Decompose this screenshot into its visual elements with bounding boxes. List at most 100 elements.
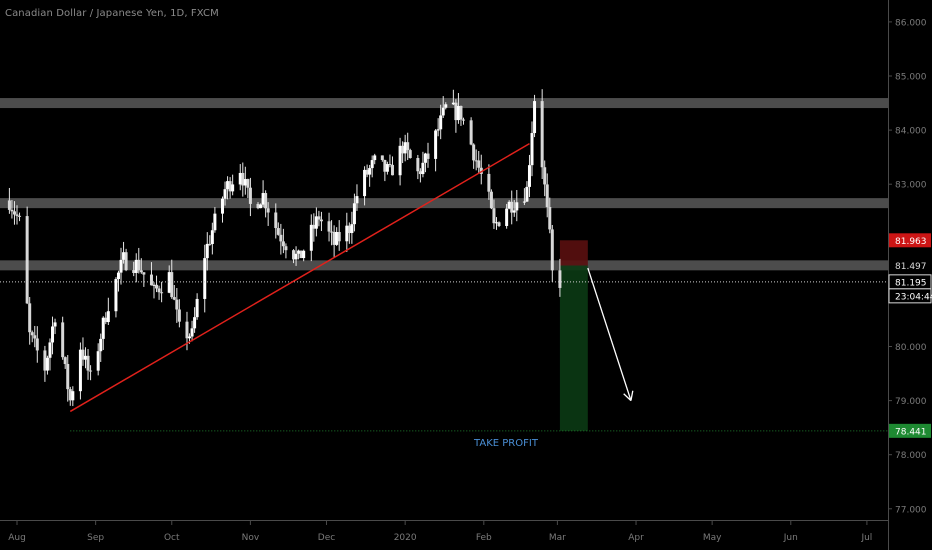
- candle: [205, 232, 209, 271]
- candle: [388, 154, 392, 168]
- candle: [284, 243, 288, 259]
- candle: [492, 199, 496, 230]
- current-price-badge: 81.195: [888, 274, 932, 290]
- candle: [274, 203, 278, 239]
- candle: [434, 129, 438, 172]
- candle: [18, 212, 22, 222]
- resistance-zone[interactable]: [0, 198, 888, 209]
- candle: [423, 152, 427, 173]
- candle: [7, 187, 11, 214]
- entry-badge: 81.497: [889, 258, 931, 273]
- time-axis[interactable]: Aug Sep Oct Nov Dec 2020 Feb Mar Apr May Jun Jul: [8, 520, 872, 543]
- time-tick-label: Jul: [860, 533, 872, 543]
- candle: [456, 93, 460, 124]
- candle: [66, 355, 70, 402]
- candle: [350, 211, 354, 244]
- resistance-zone[interactable]: [0, 260, 888, 271]
- price-tick-label: 78.000: [895, 451, 927, 461]
- candle: [134, 253, 138, 283]
- candle: [119, 247, 123, 285]
- resistance-zone[interactable]: [0, 98, 888, 109]
- candle: [477, 150, 481, 174]
- candle: [167, 265, 171, 294]
- candle: [337, 220, 341, 251]
- candle: [510, 190, 514, 225]
- candle: [451, 89, 455, 106]
- candle: [25, 206, 29, 305]
- candle: [152, 282, 156, 299]
- stop-loss-badge-text: 81.963: [895, 237, 927, 247]
- candle: [319, 211, 323, 232]
- candle: [203, 244, 207, 313]
- candle: [114, 277, 118, 318]
- time-tick-label: 2020: [394, 533, 417, 543]
- candle: [83, 347, 87, 369]
- time-tick-label: Sep: [87, 533, 104, 543]
- plot-area[interactable]: TAKE PROFIT: [0, 89, 888, 449]
- candle: [525, 181, 529, 203]
- candle: [558, 258, 562, 297]
- time-tick-label: Aug: [8, 533, 26, 543]
- candle: [335, 227, 339, 246]
- candle: [193, 307, 197, 333]
- candle: [259, 203, 263, 209]
- price-tick-label: 83.000: [895, 181, 927, 191]
- candle: [330, 220, 334, 246]
- candle: [472, 143, 476, 169]
- candle: [28, 297, 32, 345]
- candle: [124, 248, 128, 272]
- candle: [276, 222, 280, 236]
- candle: [543, 160, 547, 197]
- candle: [408, 148, 412, 159]
- candle: [533, 94, 537, 138]
- candle: [256, 202, 260, 210]
- candle: [436, 118, 440, 137]
- candle: [43, 345, 47, 382]
- stop-loss-zone[interactable]: [559, 240, 588, 266]
- candle: [312, 213, 316, 242]
- candle: [71, 386, 75, 407]
- candle: [48, 338, 52, 371]
- candle: [474, 149, 478, 171]
- candle: [317, 210, 321, 227]
- candle: [507, 200, 511, 210]
- projection-arrow[interactable]: [587, 267, 634, 402]
- candle: [444, 102, 448, 110]
- candle: [246, 178, 250, 198]
- candle: [441, 96, 445, 119]
- candle: [210, 222, 214, 255]
- candle: [61, 316, 65, 360]
- take-profit-label: TAKE PROFIT: [473, 438, 539, 449]
- candle: [45, 355, 49, 375]
- candle: [132, 261, 136, 277]
- candle: [137, 247, 141, 274]
- candle: [264, 190, 268, 218]
- candle: [101, 316, 105, 350]
- take-profit-zone[interactable]: [559, 265, 588, 431]
- candle: [35, 326, 39, 363]
- candle: [368, 164, 372, 187]
- candle: [106, 297, 110, 326]
- candle: [345, 212, 349, 252]
- candle: [63, 356, 67, 369]
- candle: [373, 153, 377, 165]
- candle: [30, 330, 34, 343]
- candle: [279, 223, 283, 255]
- candle: [421, 151, 425, 178]
- candle: [462, 117, 466, 125]
- candle: [155, 275, 159, 293]
- candle: [53, 318, 57, 335]
- candle: [418, 168, 422, 183]
- candle: [10, 200, 14, 219]
- candle: [383, 159, 387, 182]
- candle: [406, 132, 410, 161]
- candle: [149, 262, 153, 286]
- take-profit-badge: 78.441: [889, 423, 931, 438]
- candle: [299, 250, 303, 259]
- trendline[interactable]: [69, 142, 530, 413]
- price-tick-label: 86.000: [895, 18, 927, 28]
- candle: [281, 228, 285, 254]
- candle: [522, 188, 526, 206]
- candle: [327, 212, 331, 242]
